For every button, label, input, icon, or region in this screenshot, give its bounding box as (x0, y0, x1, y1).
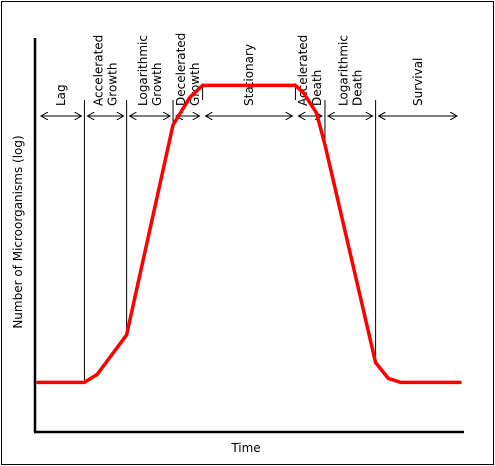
phase-label-line: Decelerated (174, 33, 188, 106)
phase-label-line: Stationary (242, 44, 256, 106)
phase-label-line: Logarithmic (136, 35, 150, 106)
phase-label: Logarithmic Growth (136, 35, 164, 106)
y-axis-label: Number of Microorganisms (log) (11, 135, 25, 328)
phase-label: Accelerated Growth (92, 35, 120, 106)
phase-label-line: Logarithmic (336, 35, 350, 106)
phase-label: Stationary (242, 44, 256, 106)
phase-label-line: Death (350, 70, 364, 106)
phase-label-line: Death (310, 70, 324, 106)
phase-label: Survival (411, 58, 425, 106)
x-axis-label: Time (230, 441, 260, 455)
phase-boundaries (83, 83, 377, 381)
phase-label: Logarithmic Death (336, 35, 364, 106)
growth-curve-line (36, 83, 462, 385)
phase-label-line: Growth (106, 63, 120, 106)
phase-label: Decelerated Growth (174, 33, 202, 106)
phase-label-line: Lag (54, 84, 68, 106)
phase-label-line: Survival (411, 58, 425, 106)
axes (33, 38, 464, 434)
phase-label: Lag (54, 84, 68, 106)
phase-labels: Lag Accelerated Growth Logarithmic Growth Dec… (54, 33, 425, 106)
phase-label-line: Accelerated (92, 35, 106, 106)
phase-label-line: Growth (150, 63, 164, 106)
phase-label: Accelerated Death (296, 35, 324, 106)
